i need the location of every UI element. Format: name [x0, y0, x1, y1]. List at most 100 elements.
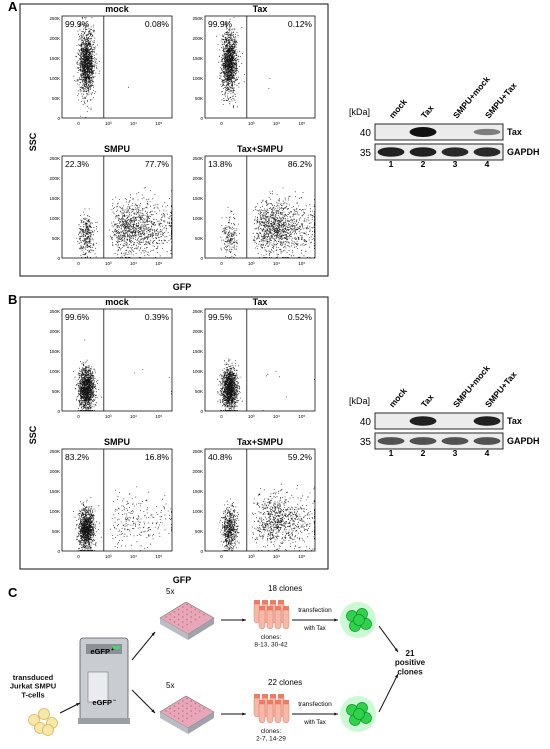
- arrow-head: [394, 674, 398, 678]
- arrow-head: [334, 618, 338, 622]
- sorter-base: [78, 718, 130, 724]
- flow-arrow: [378, 625, 399, 653]
- y-tick-label: 50K: [195, 236, 203, 241]
- plot-title: SMPU: [104, 144, 130, 154]
- plate-side: [160, 712, 188, 734]
- tube-cap: [275, 606, 281, 610]
- x-tick-label: 10³: [248, 261, 255, 266]
- lane-number: 2: [421, 159, 426, 169]
- y-tick-label: 150K: [49, 349, 60, 354]
- right-percentage: 16.8%: [145, 452, 170, 462]
- tube-body: [266, 609, 274, 630]
- band-label: Tax: [507, 416, 522, 426]
- y-tick-label: 50K: [52, 389, 60, 394]
- left-percentage: 13.8%: [208, 159, 233, 169]
- x-tick-label: 10⁴: [273, 121, 280, 126]
- blot-band: [409, 147, 437, 157]
- y-tick-label: 150K: [192, 349, 203, 354]
- y-tick-label: 250K: [192, 309, 203, 314]
- flow-plot: mock 99.9% 0.08% 250K 200K 150K 100K 50K 0 0 10³ 10…: [49, 4, 173, 126]
- x-axis-label: GFP: [173, 282, 192, 292]
- kda-marker: 35: [360, 437, 372, 448]
- scatter-events: [73, 17, 129, 118]
- result-label: 21 positive clones: [395, 649, 426, 676]
- plate-well: [194, 608, 197, 611]
- y-axis-label: SSC: [28, 425, 38, 444]
- flow-plot: SMPU 83.2% 16.8% 250K 200K 150K 100K 50K 0 0 10³ 10…: [49, 437, 173, 559]
- y-tick-label: 50K: [195, 96, 203, 101]
- right-percentage: 0.39%: [145, 312, 170, 322]
- with-tax-label: with Tax: [303, 720, 326, 726]
- blot-band: [377, 437, 405, 445]
- with-tax-label: with Tax: [303, 626, 326, 632]
- clone-ids: clones: 8-13, 30-42: [254, 634, 288, 648]
- scatter-events: [76, 163, 172, 258]
- fluorescent-cell: [353, 614, 365, 626]
- culture-plate-icon: [159, 601, 215, 640]
- plate-well: [190, 616, 193, 618]
- plot-frame: [204, 308, 316, 412]
- y-tick-label: 100K: [49, 76, 60, 81]
- plate-well: [186, 608, 188, 611]
- lane-number: 4: [485, 159, 490, 169]
- flow-arrow: [131, 631, 156, 661]
- flow-arrow: [378, 673, 399, 713]
- right-percentage: 0.52%: [288, 312, 313, 322]
- flow-plot: mock 99.6% 0.39% 250K 200K 150K 100K 50K 0 0 10³ 10…: [49, 297, 173, 419]
- flow-plot: SMPU 22.3% 77.7% 250K 200K 150K 100K 50K 0 0 10³ 10…: [49, 144, 173, 266]
- x-tick-label: 10⁵: [155, 414, 162, 419]
- plate-well: [186, 603, 188, 606]
- y-tick-label: 100K: [192, 76, 203, 81]
- x-tick-label: 10³: [105, 261, 112, 266]
- jurkat-cells: [28, 708, 58, 736]
- lane-label: Tax: [419, 103, 436, 120]
- panel-letter: B: [8, 292, 17, 307]
- plate-well: [169, 618, 172, 621]
- flow-arrow: [131, 689, 156, 714]
- x-tick-label: 0: [77, 261, 80, 266]
- plate-well: [177, 712, 180, 715]
- lane-number: 1: [389, 448, 394, 458]
- plate-well: [181, 606, 184, 608]
- flow-plot: Tax+SMPU 40.8% 59.2% 250K 200K 150K 100K 50K 0 0 1…: [192, 437, 316, 559]
- clone-count: 22 clones: [268, 678, 302, 687]
- x-tick-label: 10⁵: [155, 554, 162, 559]
- y-tick-label: 100K: [192, 509, 203, 514]
- x-tick-label: 10⁴: [130, 261, 137, 266]
- x-tick-label: 0: [77, 414, 80, 419]
- y-tick-label: 250K: [49, 449, 60, 454]
- sort-gate-sign: +: [111, 647, 114, 653]
- kda-marker: 35: [360, 148, 372, 159]
- cell-shape: [28, 714, 40, 726]
- plot-title: Tax: [253, 4, 268, 14]
- kda-marker: 40: [360, 128, 372, 139]
- lane-number: 3: [453, 159, 458, 169]
- blot-band: [409, 416, 437, 426]
- plate-side: [188, 618, 214, 640]
- band-label: GAPDH: [507, 147, 540, 157]
- arrow-head: [394, 648, 398, 652]
- band-label: GAPDH: [507, 436, 540, 446]
- sort-gate-label: eGFP: [90, 647, 110, 656]
- flow-plot: Tax+SMPU 13.8% 86.2% 250K 200K 150K 100K 50K 0 0 1…: [192, 144, 316, 266]
- y-tick-label: 0: [200, 549, 203, 554]
- y-tick-label: 200K: [192, 176, 203, 181]
- tube-cap: [278, 600, 284, 604]
- right-percentage: 0.08%: [145, 19, 170, 29]
- plate-well: [177, 613, 180, 616]
- arrow-head: [151, 709, 155, 713]
- plate-well: [181, 700, 184, 702]
- scatter-events: [73, 339, 172, 411]
- right-percentage: 59.2%: [288, 452, 313, 462]
- tube-body: [282, 609, 290, 630]
- plot-frame: [204, 15, 316, 119]
- y-tick-label: 150K: [192, 56, 203, 61]
- plate-well: [190, 705, 193, 707]
- plate-well: [165, 616, 167, 618]
- y-axis-label: SSC: [28, 132, 38, 151]
- x-tick-label: 0: [77, 554, 80, 559]
- x-tick-label: 0: [220, 554, 223, 559]
- plate-well: [177, 707, 180, 710]
